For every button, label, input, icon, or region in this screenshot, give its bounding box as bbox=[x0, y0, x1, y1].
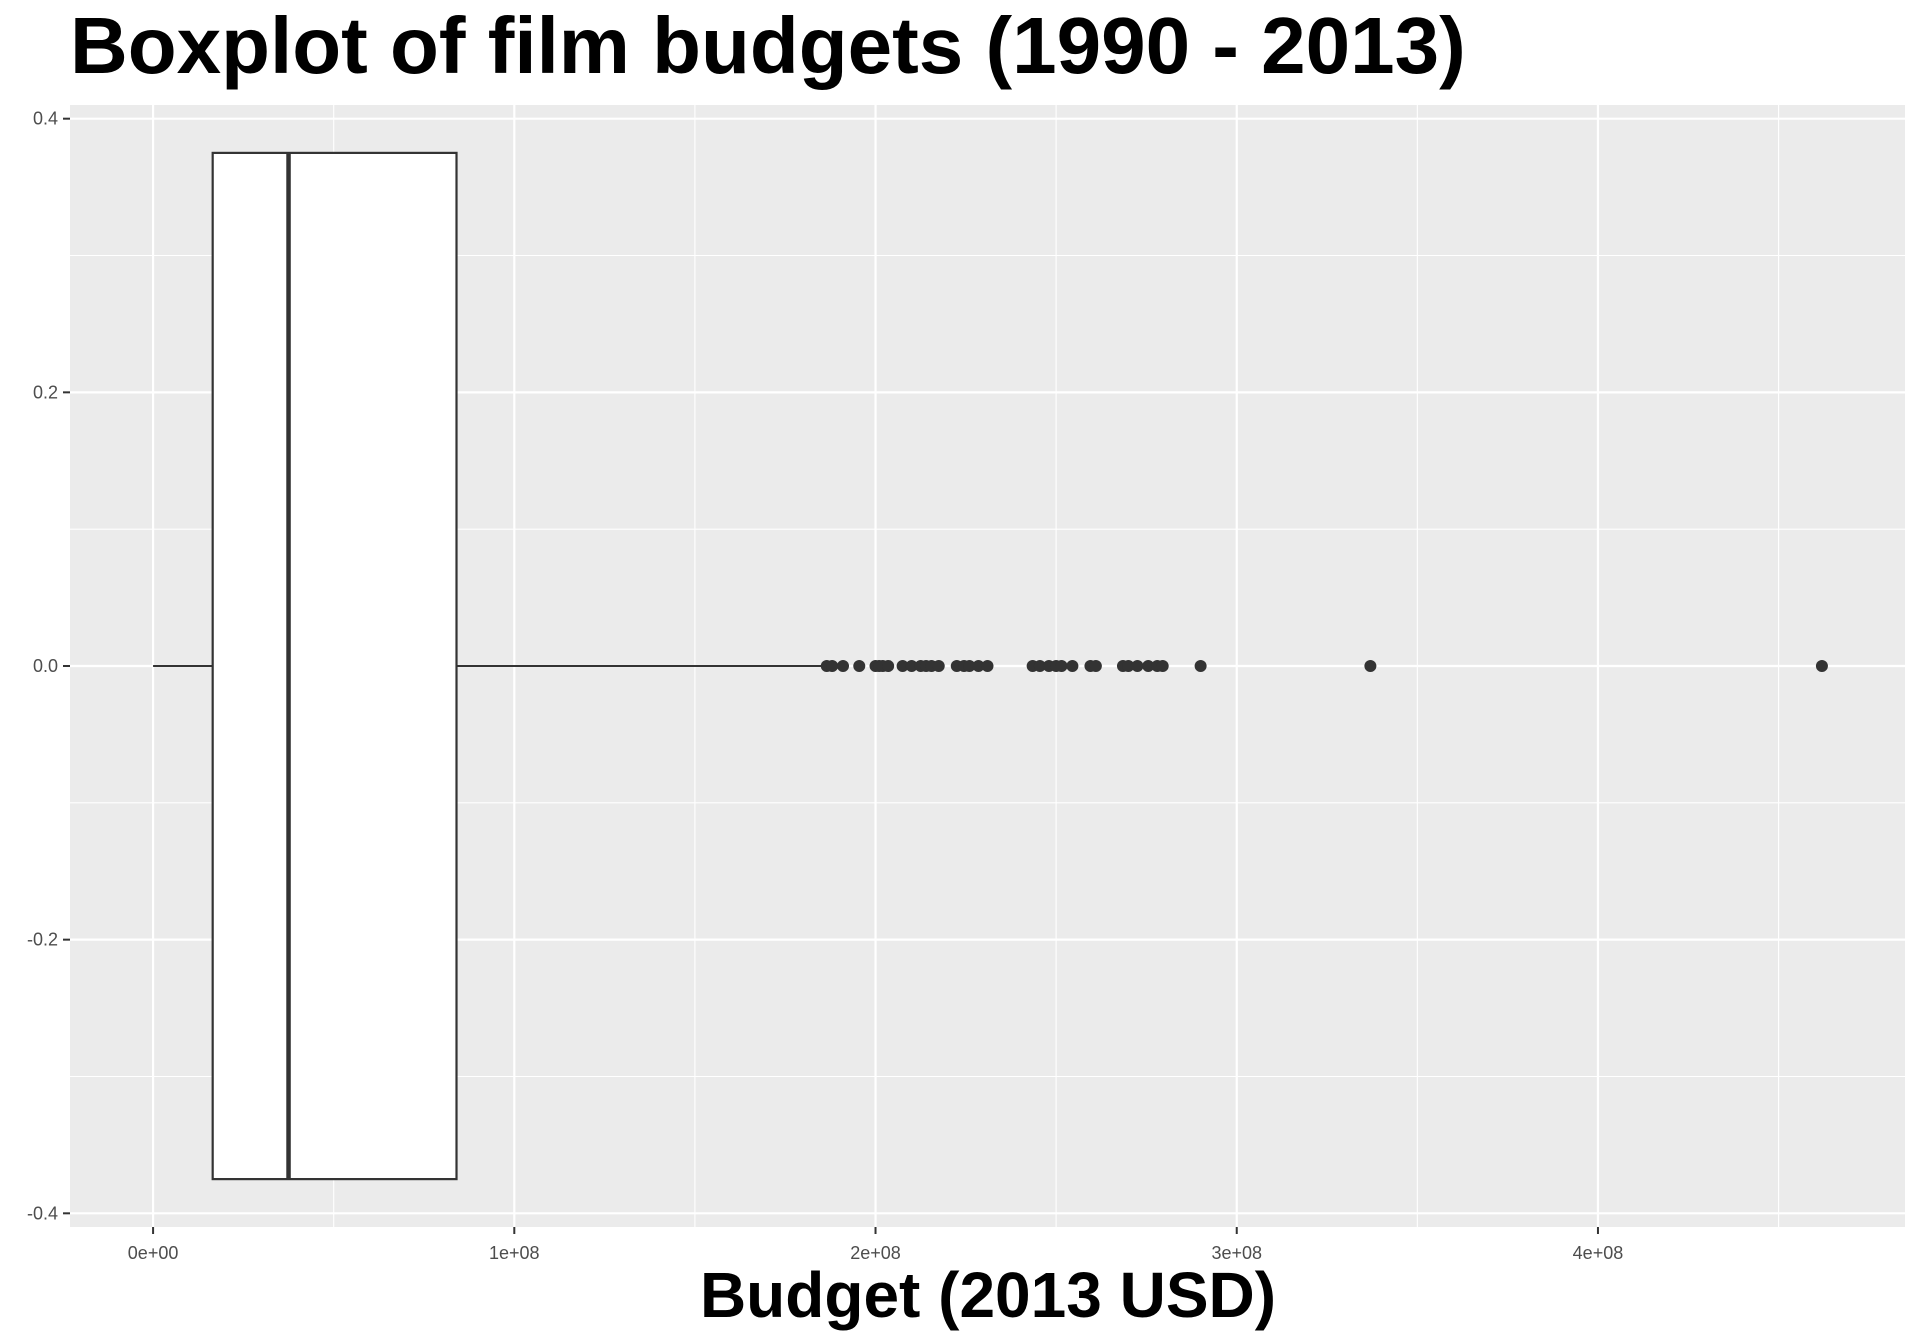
outlier-point bbox=[837, 660, 850, 672]
y-tick-label: 0.2 bbox=[33, 382, 58, 402]
interquartile-box bbox=[211, 151, 458, 1181]
chart-title: Boxplot of film budgets (1990 - 2013) bbox=[70, 1, 1466, 90]
y-tick-label: 0.4 bbox=[33, 109, 58, 129]
x-tick-label: 0e+00 bbox=[128, 1243, 179, 1263]
x-tick-label: 3e+08 bbox=[1211, 1243, 1262, 1263]
outlier-point bbox=[972, 660, 985, 672]
x-tick-label: 4e+08 bbox=[1573, 1243, 1624, 1263]
y-tick-label: -0.2 bbox=[27, 930, 58, 950]
outlier-point bbox=[1156, 660, 1169, 672]
outlier-point bbox=[826, 660, 839, 672]
outlier-point bbox=[1364, 660, 1377, 672]
y-tick-label: 0.0 bbox=[33, 656, 58, 676]
outlier-point bbox=[1066, 660, 1079, 672]
x-axis-label: Budget (2013 USD) bbox=[700, 1259, 1276, 1331]
x-tick-label: 1e+08 bbox=[489, 1243, 540, 1263]
outlier-point bbox=[1815, 660, 1828, 672]
y-axis: -0.4 -0.2 0.0 0.2 0.4 bbox=[27, 109, 70, 1223]
y-tick-label: -0.4 bbox=[27, 1203, 58, 1223]
outlier-points bbox=[820, 660, 1828, 672]
x-tick-label: 2e+08 bbox=[850, 1243, 901, 1263]
outlier-point bbox=[932, 660, 945, 672]
outlier-point bbox=[1122, 660, 1135, 672]
outlier-point bbox=[981, 660, 994, 672]
outlier-point bbox=[1142, 660, 1155, 672]
x-axis: 0e+00 1e+08 2e+08 3e+08 4e+08 bbox=[128, 1227, 1623, 1263]
outlier-point bbox=[882, 660, 895, 672]
outlier-point bbox=[963, 660, 976, 672]
outlier-point bbox=[905, 660, 918, 672]
outlier-point bbox=[1055, 660, 1068, 672]
box-and-whiskers bbox=[153, 151, 822, 1181]
outlier-point bbox=[853, 660, 866, 672]
outlier-point bbox=[896, 660, 909, 672]
outlier-point bbox=[1089, 660, 1102, 672]
outlier-point bbox=[1131, 660, 1144, 672]
outlier-point bbox=[1033, 660, 1046, 672]
outlier-point bbox=[1194, 660, 1207, 672]
